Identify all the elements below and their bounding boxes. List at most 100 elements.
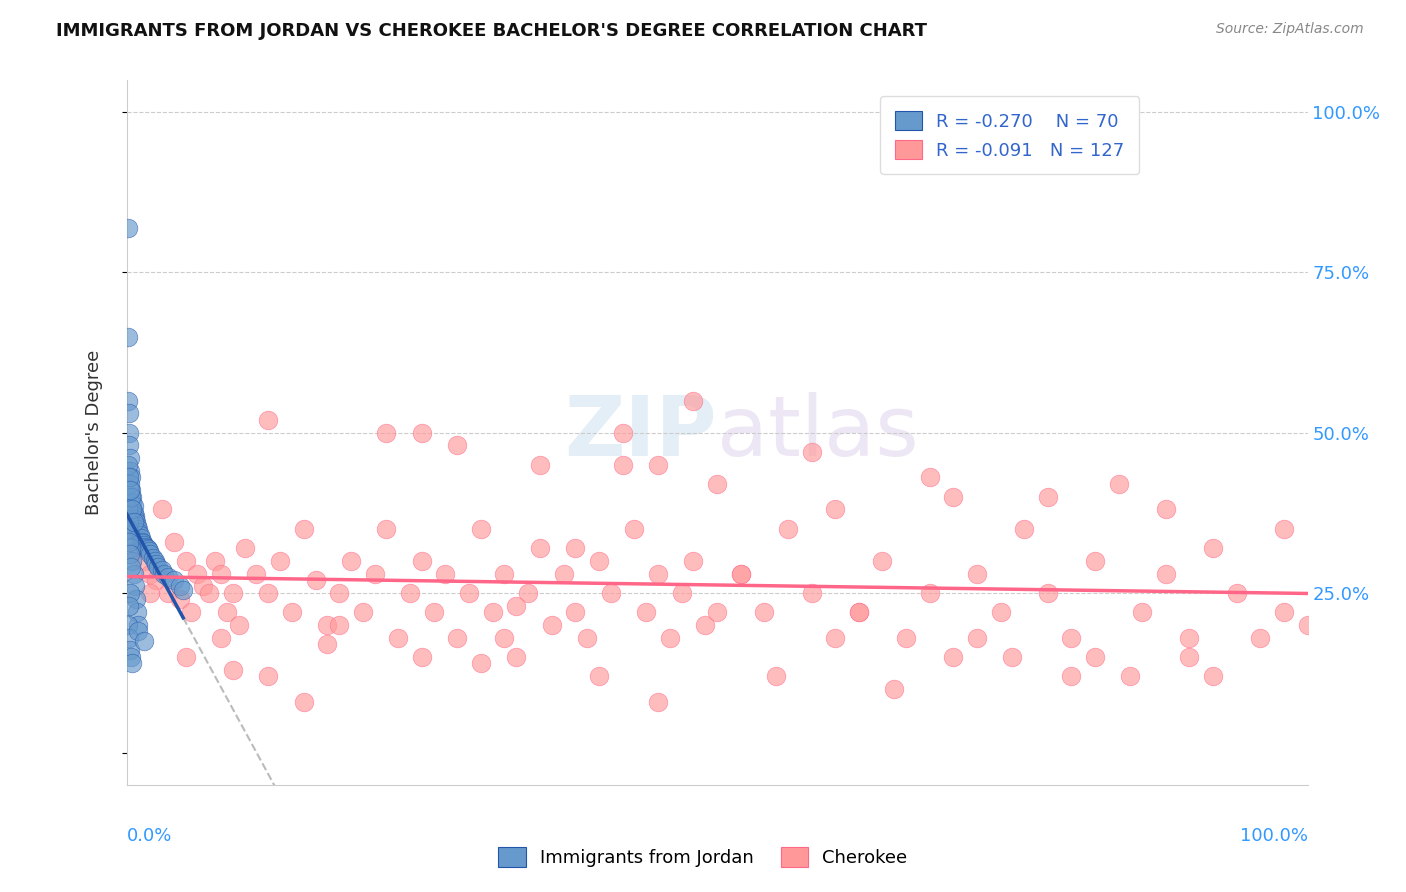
Point xyxy=(120,476,142,491)
Point xyxy=(1084,554,1107,568)
Point xyxy=(120,528,142,542)
Point xyxy=(156,570,179,584)
Point xyxy=(124,579,146,593)
Point xyxy=(150,502,173,516)
Point xyxy=(529,458,551,472)
Point xyxy=(918,586,941,600)
Point xyxy=(1060,631,1083,645)
Point xyxy=(127,624,149,639)
Point xyxy=(118,516,141,530)
Point xyxy=(328,617,350,632)
Point xyxy=(695,617,717,632)
Point xyxy=(588,669,610,683)
Point xyxy=(576,631,599,645)
Point xyxy=(942,649,965,664)
Point xyxy=(121,502,143,516)
Text: 0.0%: 0.0% xyxy=(127,827,172,846)
Text: IMMIGRANTS FROM JORDAN VS CHEROKEE BACHELOR'S DEGREE CORRELATION CHART: IMMIGRANTS FROM JORDAN VS CHEROKEE BACHE… xyxy=(56,22,927,40)
Point xyxy=(292,695,315,709)
Point xyxy=(121,496,143,510)
Point xyxy=(682,554,704,568)
Point xyxy=(233,541,256,555)
Point xyxy=(800,445,823,459)
Point xyxy=(120,464,142,478)
Point xyxy=(1060,669,1083,683)
Point xyxy=(1036,490,1059,504)
Point xyxy=(1154,566,1177,581)
Point xyxy=(765,669,787,683)
Point xyxy=(328,586,350,600)
Point xyxy=(127,617,149,632)
Point xyxy=(153,566,176,581)
Point xyxy=(1296,617,1319,632)
Point xyxy=(222,586,245,600)
Point xyxy=(156,586,179,600)
Point xyxy=(127,518,149,533)
Point xyxy=(340,554,363,568)
Point xyxy=(658,631,681,645)
Point xyxy=(118,425,141,440)
Point xyxy=(135,541,157,555)
Point xyxy=(118,406,141,420)
Legend: R = -0.270    N = 70, R = -0.091   N = 127: R = -0.270 N = 70, R = -0.091 N = 127 xyxy=(880,96,1139,174)
Point xyxy=(204,554,226,568)
Point xyxy=(163,573,186,587)
Point xyxy=(145,573,167,587)
Point xyxy=(505,599,527,613)
Point xyxy=(647,566,669,581)
Point xyxy=(138,544,160,558)
Point xyxy=(134,538,156,552)
Point xyxy=(754,605,776,619)
Point xyxy=(411,649,433,664)
Point xyxy=(1108,476,1130,491)
Text: atlas: atlas xyxy=(717,392,918,473)
Point xyxy=(399,586,422,600)
Point xyxy=(209,631,232,645)
Point xyxy=(128,528,150,542)
Point xyxy=(411,425,433,440)
Point xyxy=(117,393,139,408)
Point xyxy=(966,566,988,581)
Point xyxy=(375,425,398,440)
Point xyxy=(269,554,291,568)
Point xyxy=(730,566,752,581)
Point xyxy=(120,649,142,664)
Point xyxy=(172,582,194,597)
Point xyxy=(118,534,141,549)
Point xyxy=(1272,605,1295,619)
Point xyxy=(245,566,267,581)
Point xyxy=(120,483,142,498)
Point xyxy=(824,502,846,516)
Point xyxy=(127,524,149,539)
Point xyxy=(540,617,562,632)
Point xyxy=(180,605,202,619)
Point xyxy=(124,512,146,526)
Point xyxy=(117,220,139,235)
Point xyxy=(124,508,146,523)
Point xyxy=(122,566,145,581)
Point xyxy=(118,599,141,613)
Point xyxy=(148,560,170,574)
Point xyxy=(145,557,167,571)
Point xyxy=(117,502,139,516)
Point xyxy=(623,522,645,536)
Point xyxy=(132,536,155,550)
Point xyxy=(117,329,139,343)
Point xyxy=(118,470,141,484)
Point xyxy=(564,541,586,555)
Point xyxy=(117,458,139,472)
Point xyxy=(1154,502,1177,516)
Point xyxy=(612,458,634,472)
Point xyxy=(134,554,156,568)
Point xyxy=(120,643,142,657)
Point xyxy=(120,483,142,498)
Text: ZIP: ZIP xyxy=(565,392,717,473)
Point xyxy=(120,547,142,561)
Point xyxy=(1001,649,1024,664)
Point xyxy=(257,413,280,427)
Point xyxy=(588,554,610,568)
Point xyxy=(193,579,215,593)
Point xyxy=(1272,522,1295,536)
Point xyxy=(222,663,245,677)
Point xyxy=(671,586,693,600)
